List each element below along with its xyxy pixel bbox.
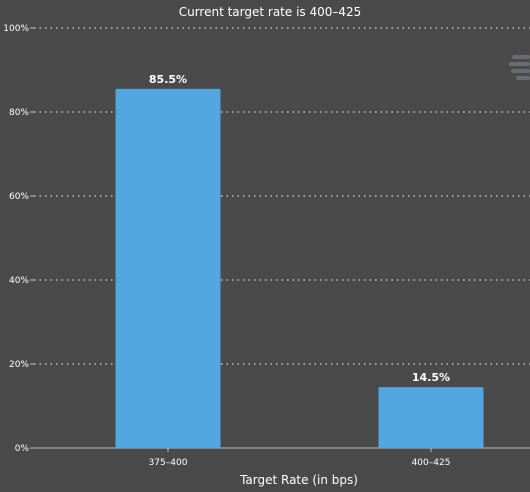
- chart-title: Current target rate is 400–425: [179, 5, 362, 19]
- y-tick-label: 80%: [9, 108, 29, 118]
- bar: [378, 387, 484, 448]
- x-tick-label: 375–400: [149, 458, 188, 468]
- bar-data-label: 14.5%: [412, 371, 450, 384]
- y-tick-label: 20%: [9, 360, 29, 370]
- x-axis-title: Target Rate (in bps): [239, 473, 358, 487]
- y-tick-label: 60%: [9, 192, 29, 202]
- watermark-logo: [509, 55, 530, 80]
- bar-data-label: 85.5%: [149, 73, 187, 86]
- x-axis-ticks: 375–400 400–425: [149, 448, 451, 468]
- y-tick-label: 100%: [3, 24, 29, 34]
- y-tick-label: 40%: [9, 276, 29, 286]
- bar: [115, 88, 221, 449]
- y-axis-ticks: 0% 20% 40% 60% 80% 100%: [3, 24, 34, 454]
- bar-series: 85.5% 14.5%: [115, 73, 484, 449]
- y-tick-label: 0%: [15, 444, 30, 454]
- x-tick-label: 400–425: [412, 458, 451, 468]
